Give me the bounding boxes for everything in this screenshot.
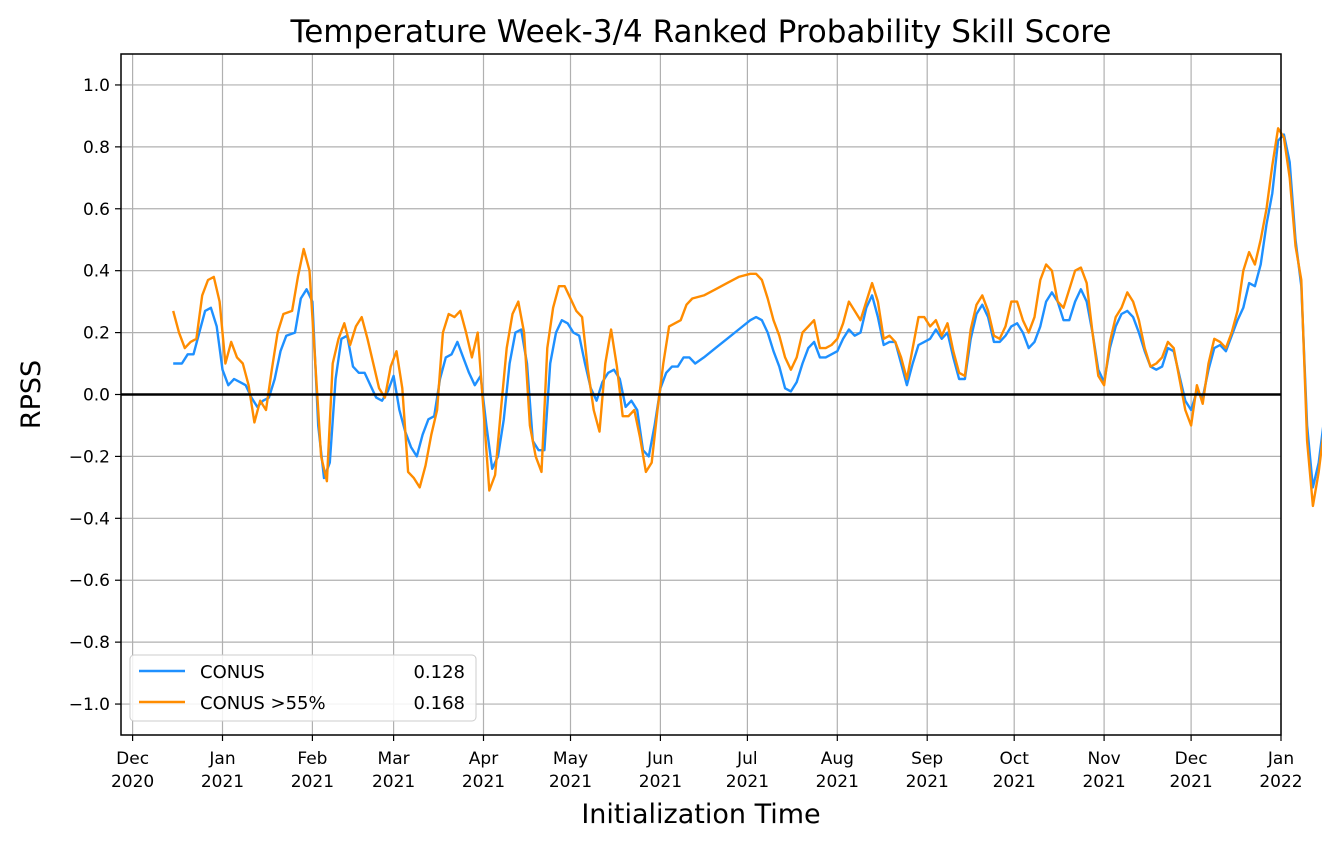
y-tick-label: −0.2: [69, 447, 110, 467]
chart-title: Temperature Week-3/4 Ranked Probability …: [290, 14, 1112, 50]
legend-value-conus: 0.128: [413, 662, 465, 683]
y-tick-label: 0.8: [83, 138, 110, 158]
x-tick-label-month: Jan: [1267, 749, 1294, 769]
x-tick-label-month: Sep: [911, 749, 943, 769]
x-tick-label-year: 2021: [372, 772, 415, 792]
x-tick-label-year: 2021: [462, 772, 505, 792]
y-tick-label: 0.6: [83, 200, 110, 220]
x-tick-label-year: 2022: [1259, 772, 1302, 792]
x-axis-title: Initialization Time: [581, 799, 820, 830]
x-tick-label-year: 2021: [1082, 772, 1125, 792]
x-tick-label-month: Oct: [999, 749, 1029, 769]
x-tick-label-month: Nov: [1088, 749, 1121, 769]
x-tick-label-month: Mar: [378, 749, 410, 769]
legend-value-conus-55: 0.168: [413, 693, 465, 714]
x-tick-label-year: 2021: [993, 772, 1036, 792]
x-tick-label-month: Jul: [736, 749, 758, 769]
series-lines: [121, 127, 1322, 508]
x-tick-label-year: 2021: [906, 772, 949, 792]
y-tick-label: 1.0: [83, 76, 110, 96]
x-tick-label-year: 2021: [816, 772, 859, 792]
series-line-conus-55: [172, 127, 1322, 508]
x-tick-label-year: 2020: [111, 772, 154, 792]
y-tick-label: −0.4: [69, 509, 110, 529]
x-tick-label-year: 2021: [291, 772, 334, 792]
legend-label-conus: CONUS: [200, 662, 265, 683]
y-tick-label: −0.6: [69, 571, 110, 591]
x-tick-label-month: Dec: [1175, 749, 1208, 769]
y-tick-label: −1.0: [69, 695, 110, 715]
x-tick-label-month: Jan: [208, 749, 235, 769]
x-tick-label-month: Dec: [116, 749, 149, 769]
x-tick-label-month: Apr: [469, 749, 498, 769]
x-tick-label-month: Feb: [297, 749, 327, 769]
x-tick-label-year: 2021: [549, 772, 592, 792]
y-tick-label: 0.4: [83, 262, 110, 282]
y-tick-label: 0.2: [83, 324, 110, 344]
y-tick-label: 0.0: [83, 386, 110, 406]
x-tick-label-month: May: [553, 749, 588, 769]
x-tick-label-month: Jun: [646, 749, 674, 769]
x-tick-label-year: 2021: [639, 772, 682, 792]
x-tick-label-month: Aug: [821, 749, 854, 769]
x-tick-label-year: 2021: [201, 772, 244, 792]
legend-label-conus-55: CONUS >55%: [200, 693, 326, 714]
legend: CONUS 0.128 CONUS >55% 0.168: [129, 654, 477, 722]
axes: −1.0 −0.8 −0.6 −0.4 −0.2 0.0 0.2 0.4 0.6 0.8 1.0 De…: [69, 76, 1303, 792]
x-tick-label-year: 2021: [726, 772, 769, 792]
plot-frame: [120, 53, 1282, 736]
legend-box: [129, 654, 477, 722]
x-tick-label-year: 2021: [1169, 772, 1212, 792]
y-axis-title: RPSS: [16, 360, 47, 429]
y-tick-label: −0.8: [69, 633, 110, 653]
